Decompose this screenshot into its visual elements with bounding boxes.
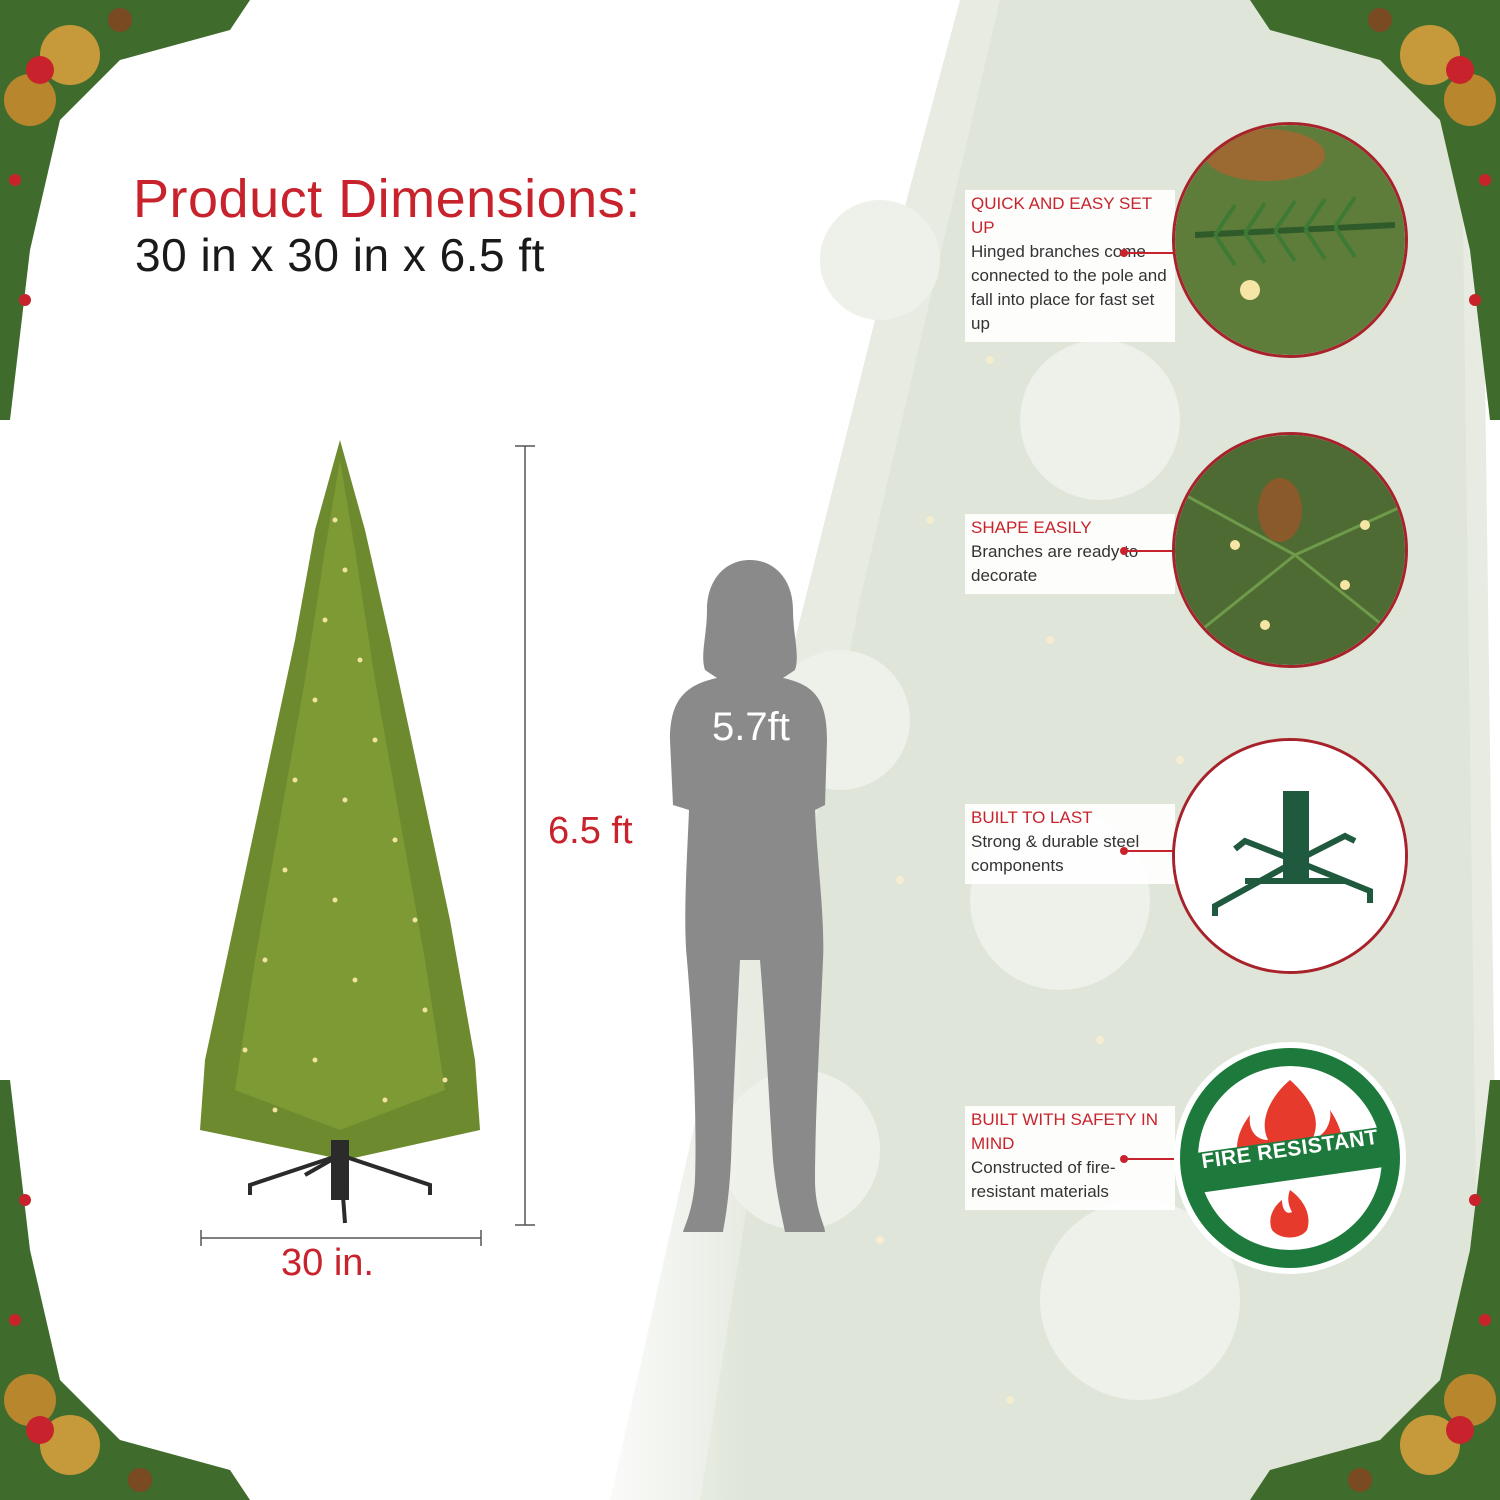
feature-title: QUICK AND EASY SET UP: [971, 194, 1152, 237]
feature-description: Branches are ready to decorate: [971, 542, 1139, 585]
width-label: 30 in.: [281, 1242, 374, 1284]
feature-connector: [1120, 249, 1174, 257]
feature-built-to-last: BUILT TO LAST Strong & durable steel com…: [965, 804, 1175, 884]
page-subtitle: 30 in x 30 in x 6.5 ft: [135, 229, 545, 281]
feature-quick-setup: QUICK AND EASY SET UP Hinged branches co…: [965, 190, 1175, 342]
person-silhouette-image: [665, 560, 835, 1235]
feature-connector: [1120, 847, 1174, 855]
garland-top-right-image: [1250, 0, 1500, 420]
product-tree-image: [195, 440, 485, 1230]
garland-top-left-image: [0, 0, 250, 420]
feature-description: Hinged branches come connected to the po…: [971, 242, 1167, 333]
width-dimension-line: [200, 1228, 482, 1248]
feature-description: Constructed of fire-resistant materials: [971, 1158, 1116, 1201]
feature-title: BUILT TO LAST: [971, 808, 1093, 827]
fire-resistant-badge: FIRE RESISTANT: [1172, 1040, 1408, 1276]
garland-bottom-right-image: [1250, 1080, 1500, 1500]
page-title: Product Dimensions:: [133, 169, 641, 229]
garland-bottom-left-image: [0, 1080, 250, 1500]
person-height-label: 5.7ft: [712, 705, 790, 749]
feature-description: Strong & durable steel components: [971, 832, 1140, 875]
height-dimension-line: [510, 445, 540, 1227]
feature-title: BUILT WITH SAFETY IN MIND: [971, 1110, 1159, 1153]
feature-connector: [1120, 1155, 1174, 1163]
feature-connector: [1120, 547, 1174, 555]
branch-closeup-image: [1172, 122, 1408, 358]
feature-shape-easily: SHAPE EASILY Branches are ready to decor…: [965, 514, 1175, 594]
pinecone-closeup-image: [1172, 432, 1408, 668]
tree-stand-image: [1172, 738, 1408, 974]
feature-title: SHAPE EASILY: [971, 518, 1092, 537]
height-label: 6.5 ft: [548, 810, 633, 852]
